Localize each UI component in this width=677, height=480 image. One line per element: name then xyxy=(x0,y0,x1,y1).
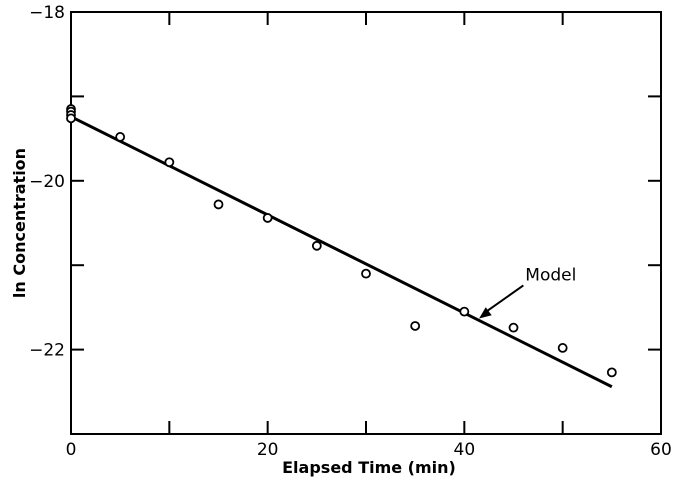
axis-tick-labels: 0 20 40 60 −18 −20 −22 xyxy=(29,3,672,460)
model-annotation: Model xyxy=(479,265,576,319)
model-line xyxy=(70,115,613,389)
y-axis-title: ln Concentration xyxy=(10,148,29,298)
data-point xyxy=(361,268,371,279)
x-tick-label: 20 xyxy=(257,440,279,460)
data-point xyxy=(262,213,273,223)
data-point xyxy=(606,367,617,378)
data-point xyxy=(459,306,470,317)
x-tick-label: 0 xyxy=(66,440,77,460)
data-point xyxy=(213,199,224,210)
y-tick-label: −22 xyxy=(29,341,65,361)
model-label: Model xyxy=(525,265,576,285)
data-point xyxy=(164,157,175,168)
x-tick-label: 40 xyxy=(454,440,476,460)
data-points xyxy=(66,104,617,378)
x-axis-title: Elapsed Time (min) xyxy=(282,458,456,477)
y-tick-label: −20 xyxy=(29,172,65,192)
plot-frame xyxy=(70,11,662,435)
data-point xyxy=(311,240,322,251)
x-tick-label: 60 xyxy=(650,440,672,460)
data-point xyxy=(410,321,421,331)
data-point xyxy=(66,113,76,124)
axis-ticks xyxy=(70,11,662,434)
data-point xyxy=(557,343,568,353)
y-tick-label: −18 xyxy=(29,3,65,23)
data-point xyxy=(115,132,126,142)
data-point xyxy=(508,322,519,333)
model-arrow xyxy=(484,284,524,314)
model-arrowhead xyxy=(479,307,492,319)
